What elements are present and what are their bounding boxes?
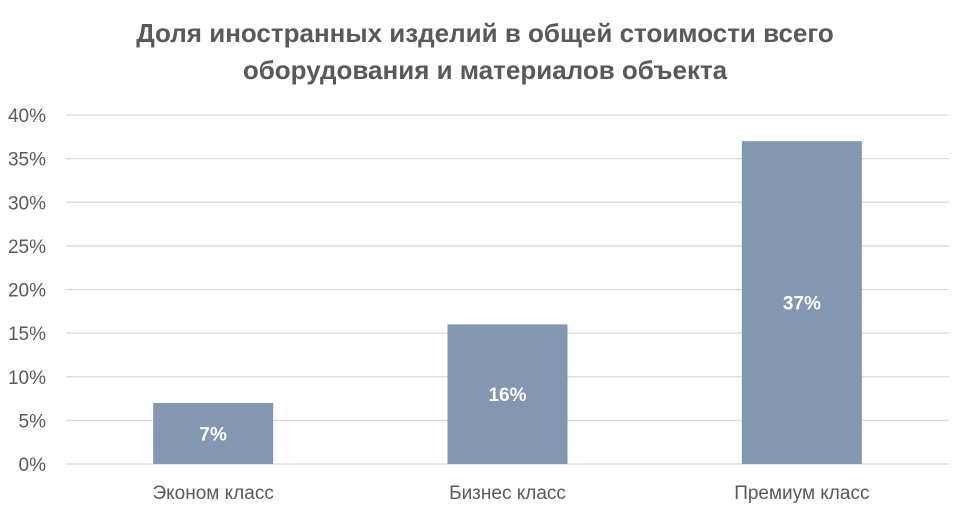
chart-title: Доля иностранных изделий в общей стоимос…	[136, 18, 834, 85]
data-label: 7%	[199, 424, 227, 445]
bar	[447, 324, 568, 464]
data-label: 16%	[488, 385, 526, 406]
y-axis-tick-labels: 0% 5% 10% 15% 20% 25% 30% 35% 40%	[8, 106, 46, 476]
x-category-label: Премиум класс	[734, 483, 869, 504]
y-tick-label: 0%	[19, 455, 47, 476]
bar	[153, 402, 274, 464]
x-axis-category-labels: Эконом класс Бизнес класс Премиум класс	[152, 483, 869, 504]
y-tick-label: 20%	[8, 281, 46, 302]
y-tick-label: 35%	[8, 150, 46, 171]
y-tick-label: 15%	[8, 324, 46, 345]
x-category-label: Эконом класс	[152, 483, 273, 504]
y-tick-label: 5%	[19, 411, 47, 432]
chart-title-line-2: оборудования и материалов объекта	[243, 55, 728, 85]
y-tick-label: 10%	[8, 368, 46, 389]
bar	[741, 141, 862, 465]
x-category-label: Бизнес класс	[449, 483, 566, 504]
chart-title-line-1: Доля иностранных изделий в общей стоимос…	[136, 18, 834, 48]
y-tick-label: 25%	[8, 237, 46, 258]
bars	[153, 141, 862, 465]
y-tick-label: 30%	[8, 193, 46, 214]
data-label: 37%	[783, 294, 821, 315]
data-labels: 7% 16% 37%	[199, 294, 821, 446]
y-tick-label: 40%	[8, 106, 46, 127]
